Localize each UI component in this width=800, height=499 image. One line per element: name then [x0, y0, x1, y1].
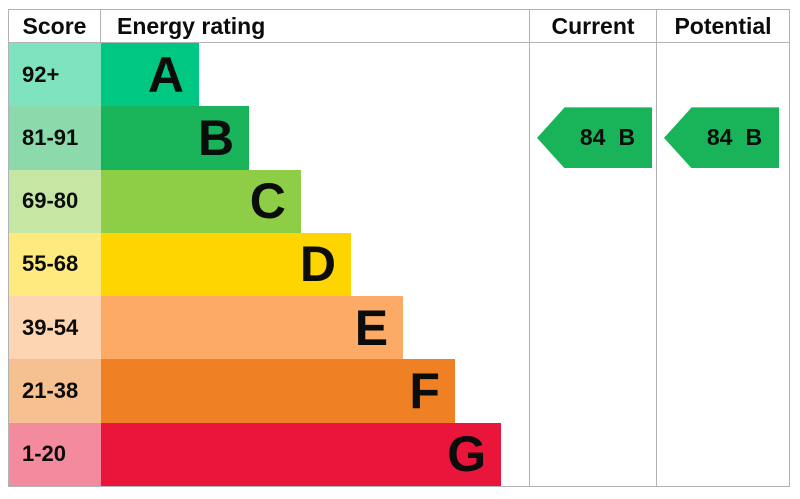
potential-rating-arrow: 84 B	[664, 107, 779, 169]
current-cell-c	[529, 169, 656, 233]
rating-bar-track-g: G	[101, 422, 529, 486]
potential-cell-b: 84 B	[656, 106, 789, 170]
column-header-energy-rating: Energy rating	[101, 10, 529, 42]
rating-bar-d: D	[101, 232, 351, 297]
rating-bar-a: A	[101, 43, 199, 107]
rating-bar-f: F	[101, 359, 455, 423]
rating-bar-g: G	[101, 422, 502, 486]
current-cell-e	[529, 296, 656, 360]
rating-bar-track-a: A	[101, 43, 529, 107]
score-range-cell-d: 55-68	[9, 232, 101, 297]
potential-header-label: Potential	[674, 12, 772, 39]
score-range-cell-g: 1-20	[9, 422, 101, 486]
band-row-e: 39-54 E	[9, 296, 789, 360]
current-cell-g	[529, 422, 656, 486]
current-cell-d	[529, 232, 656, 297]
potential-rating-value: 84	[706, 124, 733, 151]
score-header-label: Score	[22, 12, 87, 39]
band-row-f: 21-38 F	[9, 359, 789, 423]
score-range-cell-b: 81-91	[9, 106, 101, 170]
band-row-a: 92+ A	[9, 43, 789, 107]
rating-bar-track-f: F	[101, 359, 529, 423]
rating-bar-b: B	[101, 106, 250, 170]
current-rating-arrow: 84 B	[537, 107, 652, 169]
current-rating-value: 84	[579, 124, 606, 151]
rating-bar-track-e: E	[101, 296, 529, 360]
potential-rating-letter: B	[745, 124, 763, 151]
current-cell-a	[529, 43, 656, 107]
current-cell-f	[529, 359, 656, 423]
header-row: Score Energy rating Current Potential	[9, 10, 789, 43]
current-rating-letter: B	[618, 124, 636, 151]
rating-bar-e: E	[101, 296, 404, 360]
potential-cell-a	[656, 43, 789, 107]
band-row-d: 55-68 D	[9, 232, 789, 297]
potential-cell-g	[656, 422, 789, 486]
rating-bar-track-d: D	[101, 232, 529, 297]
score-range-cell-f: 21-38	[9, 359, 101, 423]
rating-bar-track-b: B	[101, 106, 529, 170]
potential-cell-e	[656, 296, 789, 360]
column-header-current: Current	[529, 10, 656, 42]
score-range-cell-e: 39-54	[9, 296, 101, 360]
column-header-score: Score	[9, 10, 101, 42]
energy-rating-header-label: Energy rating	[117, 12, 266, 39]
potential-cell-f	[656, 359, 789, 423]
band-row-b: 81-91 B 84 B 84 B	[9, 106, 789, 170]
column-header-potential: Potential	[656, 10, 789, 42]
epc-table: Score Energy rating Current Potential 92…	[8, 9, 790, 487]
rating-bar-track-c: C	[101, 169, 529, 233]
band-row-g: 1-20 G	[9, 422, 789, 486]
potential-cell-c	[656, 169, 789, 233]
potential-cell-d	[656, 232, 789, 297]
rating-bar-c: C	[101, 169, 301, 233]
current-cell-b: 84 B	[529, 106, 656, 170]
score-range-cell-c: 69-80	[9, 169, 101, 233]
band-row-c: 69-80 C	[9, 169, 789, 233]
score-range-cell-a: 92+	[9, 43, 101, 107]
current-header-label: Current	[551, 12, 635, 39]
